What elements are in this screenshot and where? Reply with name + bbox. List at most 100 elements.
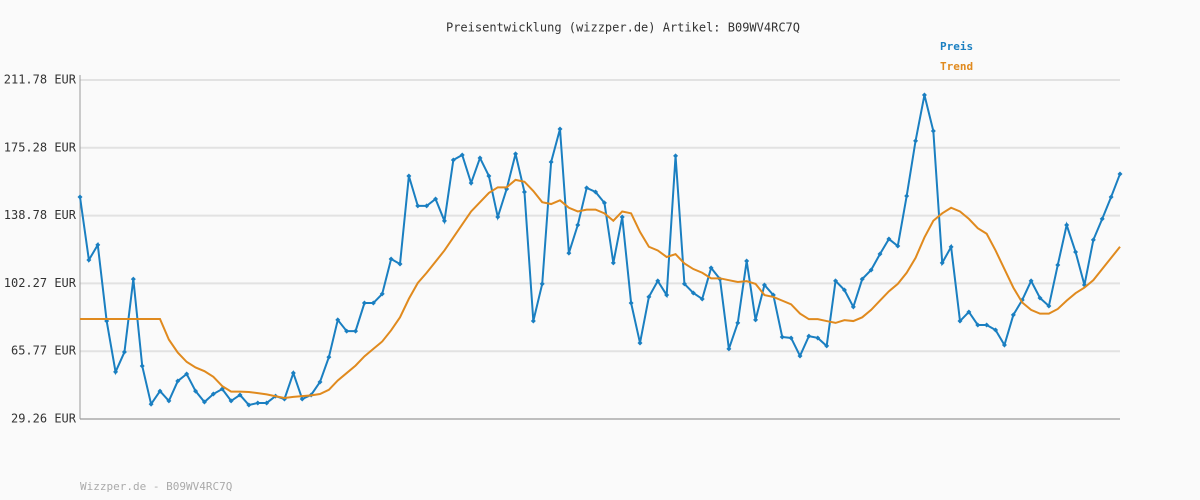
point-marker <box>1099 216 1105 222</box>
point-marker <box>255 400 261 406</box>
point-marker <box>139 363 145 369</box>
point-marker <box>521 189 527 195</box>
point-marker <box>575 222 581 228</box>
point-marker <box>459 152 465 158</box>
point-marker <box>193 388 199 394</box>
point-marker <box>841 287 847 293</box>
point-marker <box>921 92 927 98</box>
point-marker <box>450 157 456 163</box>
point-marker <box>148 401 154 407</box>
point-marker <box>388 256 394 262</box>
point-marker <box>361 300 367 306</box>
point-marker <box>1010 312 1016 318</box>
point-marker <box>130 276 136 282</box>
y-tick-label: 65.77 EUR <box>11 344 77 358</box>
point-marker <box>157 388 163 394</box>
point-marker <box>166 398 172 404</box>
point-marker <box>806 333 812 339</box>
point-marker <box>379 291 385 297</box>
point-marker <box>850 304 856 310</box>
point-marker <box>113 369 119 375</box>
point-marker <box>317 379 323 385</box>
footer: Wizzper.de - B09WV4RC7Q <box>80 480 232 493</box>
point-marker <box>966 309 972 315</box>
point-marker <box>326 354 332 360</box>
point-marker <box>433 196 439 202</box>
point-marker <box>175 378 181 384</box>
point-marker <box>744 258 750 264</box>
point-marker <box>228 398 234 404</box>
point-marker <box>593 189 599 195</box>
point-marker <box>246 402 252 408</box>
point-marker <box>584 185 590 191</box>
point-marker <box>948 244 954 250</box>
point-marker <box>415 203 421 209</box>
point-marker <box>335 317 341 323</box>
point-marker <box>824 343 830 349</box>
point-marker <box>210 391 216 397</box>
point-marker <box>886 236 892 242</box>
point-marker <box>868 267 874 273</box>
point-marker <box>761 282 767 288</box>
point-marker <box>1055 262 1061 268</box>
point-marker <box>1046 303 1052 309</box>
point-marker <box>646 294 652 300</box>
point-marker <box>601 200 607 206</box>
point-marker <box>299 396 305 402</box>
point-marker <box>486 173 492 179</box>
point-marker <box>699 296 705 302</box>
point-marker <box>788 335 794 341</box>
y-tick-label: 102.27 EUR <box>4 276 77 290</box>
point-marker <box>690 290 696 296</box>
point-marker <box>121 349 127 355</box>
point-marker <box>726 346 732 352</box>
y-tick-label: 29.26 EUR <box>11 412 77 426</box>
point-marker <box>664 292 670 298</box>
legend-entry: Trend <box>940 60 973 73</box>
point-marker <box>353 328 359 334</box>
point-marker <box>539 281 545 287</box>
point-marker <box>628 300 634 306</box>
point-marker <box>548 159 554 165</box>
point-marker <box>468 180 474 186</box>
y-tick-label: 211.78 EUR <box>4 73 77 87</box>
series-line <box>80 178 1121 399</box>
point-marker <box>370 300 376 306</box>
point-marker <box>753 317 759 323</box>
point-marker <box>655 278 661 284</box>
point-marker <box>1037 295 1043 301</box>
point-marker <box>406 173 412 179</box>
point-marker <box>201 399 207 405</box>
point-marker <box>637 340 643 346</box>
point-marker <box>797 353 803 359</box>
point-marker <box>77 194 83 200</box>
y-tick-label: 138.78 EUR <box>4 208 77 222</box>
point-marker <box>681 281 687 287</box>
point-marker <box>913 138 919 144</box>
point-marker <box>984 322 990 328</box>
point-marker <box>1028 278 1034 284</box>
point-marker <box>1090 237 1096 243</box>
point-marker <box>993 327 999 333</box>
point-marker <box>1108 194 1114 200</box>
point-marker <box>237 392 243 398</box>
point-marker <box>441 218 447 224</box>
point-marker <box>477 155 483 161</box>
point-marker <box>975 322 981 328</box>
point-marker <box>566 250 572 256</box>
point-marker <box>779 334 785 340</box>
point-marker <box>1064 222 1070 228</box>
point-marker <box>859 276 865 282</box>
legend-entry: Preis <box>940 40 973 53</box>
point-marker <box>939 260 945 266</box>
series-line <box>79 94 1121 407</box>
point-marker <box>344 328 350 334</box>
point-marker <box>673 153 679 159</box>
point-marker <box>895 243 901 249</box>
point-marker <box>877 251 883 257</box>
point-marker <box>290 370 296 376</box>
point-marker <box>619 214 625 220</box>
point-marker <box>495 214 501 220</box>
